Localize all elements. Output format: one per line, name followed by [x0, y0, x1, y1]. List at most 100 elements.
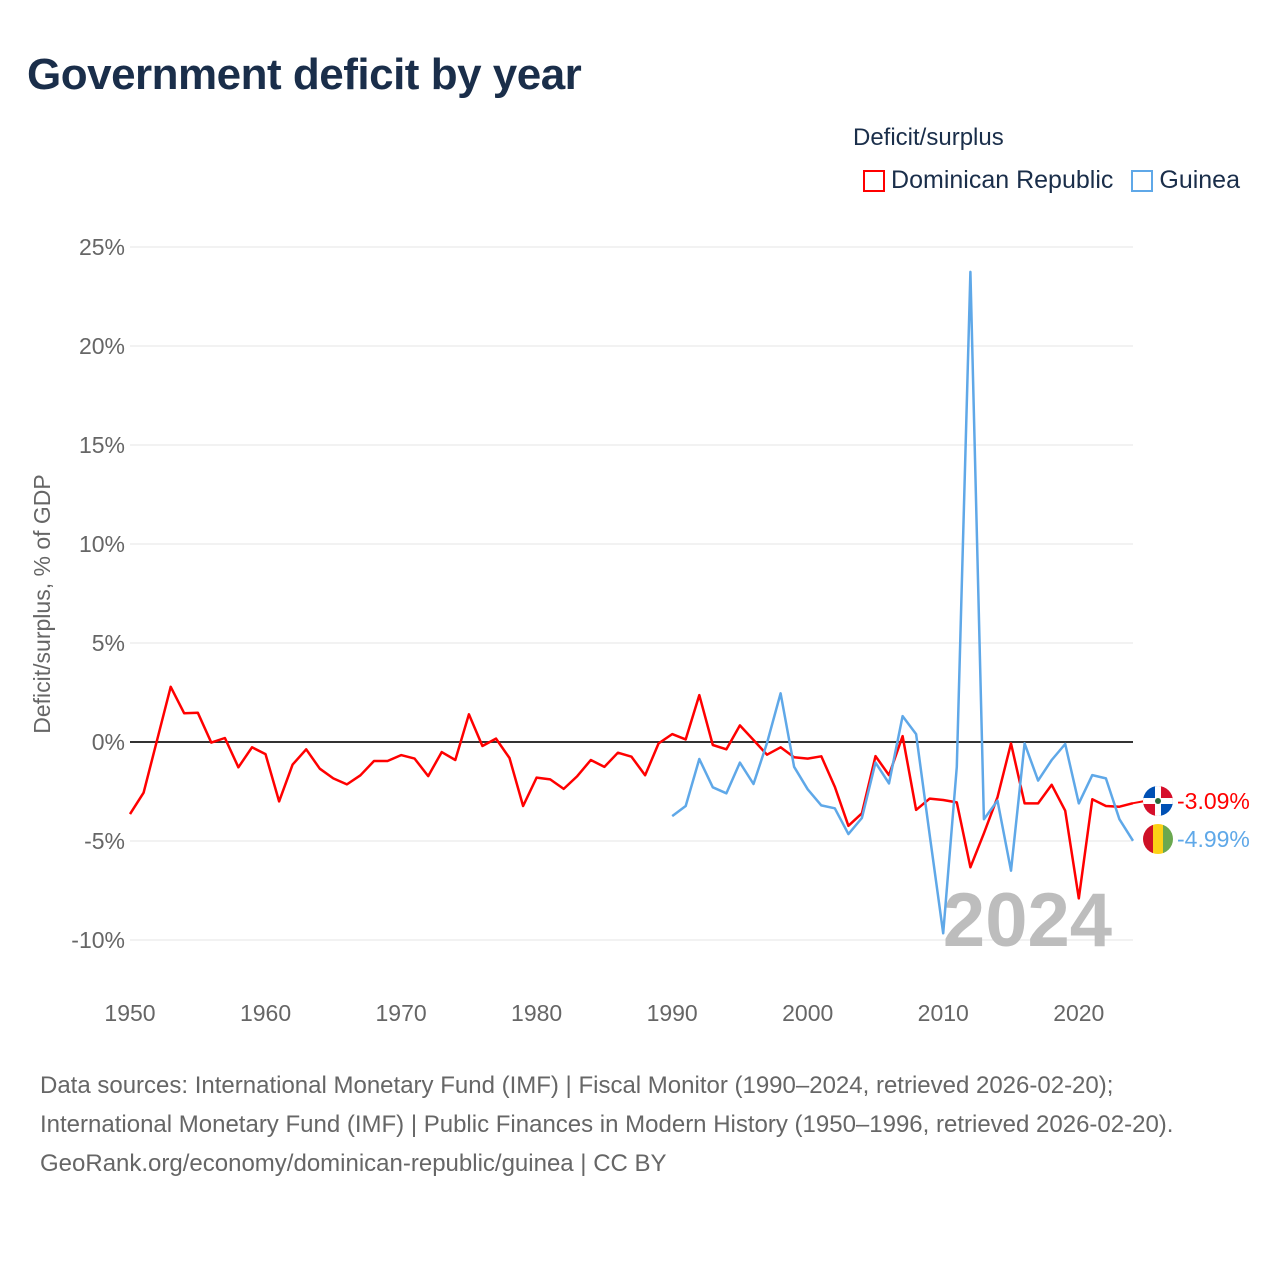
data-point	[493, 736, 499, 742]
data-point	[642, 772, 648, 778]
data-point	[886, 780, 892, 786]
y-tick-label: -5%	[84, 828, 125, 854]
data-point	[927, 796, 933, 802]
data-point	[750, 737, 756, 743]
data-point	[737, 722, 743, 728]
data-point	[994, 798, 1000, 804]
data-point	[791, 764, 797, 770]
data-point	[669, 731, 675, 737]
year-watermark: 2024	[943, 878, 1112, 963]
data-point	[168, 684, 174, 690]
data-point	[154, 737, 160, 743]
credit: GeoRank.org/economy/dominican-republic/g…	[40, 1150, 667, 1177]
x-tick-label: 2000	[782, 1000, 833, 1026]
data-point	[534, 775, 540, 781]
data-point	[1008, 740, 1014, 746]
legend-swatch	[863, 169, 886, 192]
data-point	[1116, 804, 1122, 810]
data-point	[1049, 782, 1055, 788]
data-point	[479, 743, 485, 749]
data-point	[1116, 816, 1122, 822]
x-tick-label: 1990	[647, 1000, 698, 1026]
y-tick-label: -10%	[71, 927, 125, 953]
data-point	[710, 784, 716, 790]
data-point	[181, 710, 187, 716]
data-point	[371, 758, 377, 764]
data-point	[615, 750, 621, 756]
data-point	[222, 735, 228, 741]
data-point	[629, 754, 635, 760]
y-tick-label: 20%	[79, 333, 125, 359]
data-point	[547, 776, 553, 782]
data-point	[818, 802, 824, 808]
end-value-label: -3.09%	[1177, 788, 1250, 814]
data-point	[398, 752, 404, 758]
data-point	[723, 746, 729, 752]
data-point	[859, 815, 865, 821]
data-point	[954, 764, 960, 770]
data-point	[1022, 740, 1028, 746]
x-tick-label: 1980	[511, 1000, 562, 1026]
data-point	[683, 736, 689, 742]
data-point	[1103, 775, 1109, 781]
data-point	[1103, 803, 1109, 809]
data-point	[669, 813, 675, 819]
data-point	[1022, 800, 1028, 806]
legend-item-guinea[interactable]: Guinea	[1131, 166, 1240, 195]
data-point	[683, 803, 689, 809]
data-point	[764, 740, 770, 746]
data-point	[778, 690, 784, 696]
line-chart: 25% 20% 15% 10% 5% 0% -5% -10% 1950 1960 1970 1980 1…	[29, 234, 1250, 1026]
y-tick-label: 5%	[92, 630, 125, 656]
footer: Data sources: International Monetary Fun…	[40, 1066, 1240, 1183]
legend-label: Dominican Republic	[891, 166, 1114, 194]
data-point	[141, 790, 147, 796]
data-point	[778, 744, 784, 750]
data-point	[900, 733, 906, 739]
y-tick-label: 15%	[79, 432, 125, 458]
guinea-flag-stripe	[1153, 824, 1163, 854]
data-point	[656, 740, 662, 746]
data-point	[1076, 895, 1082, 901]
data-point	[1076, 800, 1082, 806]
data-point	[1049, 757, 1055, 763]
x-tick-label: 2010	[918, 1000, 969, 1026]
data-point	[601, 764, 607, 770]
legend: Dominican Republic Guinea	[863, 166, 1240, 195]
flag-emblem	[1155, 798, 1161, 804]
series-line-dominican-republic	[128, 685, 1134, 900]
data-point	[466, 711, 472, 717]
data-point	[439, 749, 445, 755]
data-point	[981, 830, 987, 836]
x-tick-label: 1960	[240, 1000, 291, 1026]
data-point	[290, 762, 296, 768]
data-point	[940, 930, 946, 936]
x-tick-label: 1970	[375, 1000, 426, 1026]
data-point	[940, 797, 946, 803]
data-point	[574, 773, 580, 779]
data-point	[723, 790, 729, 796]
data-point	[249, 744, 255, 750]
data-point	[1035, 778, 1041, 784]
data-point	[520, 803, 526, 809]
x-tick-label: 1950	[104, 1000, 155, 1026]
data-point	[696, 692, 702, 698]
data-point	[818, 753, 824, 759]
data-point	[276, 798, 282, 804]
data-point	[1062, 808, 1068, 814]
legend-title: Deficit/surplus	[853, 124, 1004, 151]
data-point	[832, 805, 838, 811]
data-point	[385, 758, 391, 764]
legend-label: Guinea	[1159, 166, 1240, 194]
data-point	[872, 753, 878, 759]
legend-item-dominican-republic[interactable]: Dominican Republic	[863, 166, 1113, 195]
data-point	[872, 760, 878, 766]
data-point	[750, 781, 756, 787]
x-tick-label: 2020	[1053, 1000, 1104, 1026]
data-point	[1035, 800, 1041, 806]
data-point	[263, 751, 269, 757]
data-point	[913, 807, 919, 813]
y-tick-label: 0%	[92, 729, 125, 755]
data-point	[1130, 838, 1136, 844]
data-point	[588, 757, 594, 763]
